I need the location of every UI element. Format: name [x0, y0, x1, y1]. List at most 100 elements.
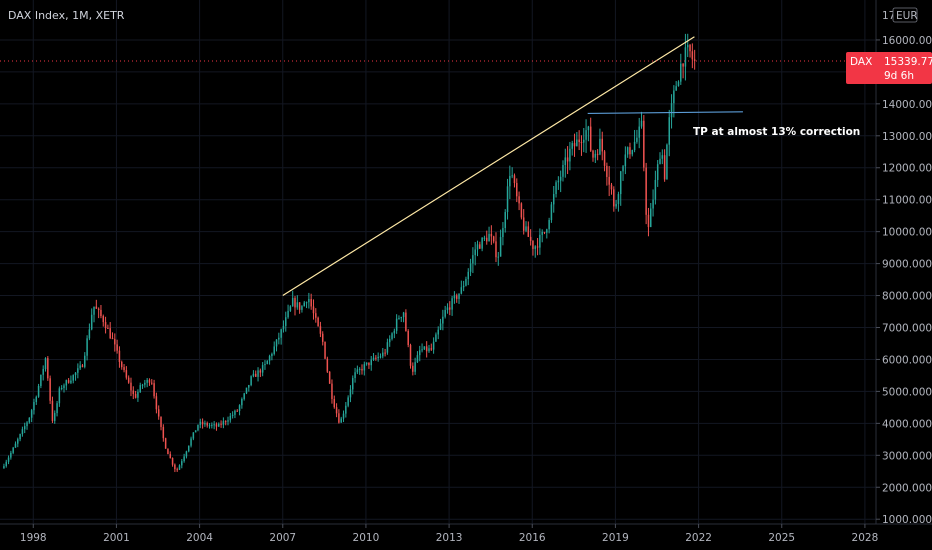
candle-body: [352, 378, 354, 390]
candle-body: [65, 380, 68, 386]
candle-body: [125, 370, 128, 378]
support-line[interactable]: [587, 111, 743, 115]
y-tick-label: 4000.000: [882, 418, 932, 430]
candle-body: [652, 199, 654, 209]
y-axis-top-label: 17: [882, 10, 895, 22]
candle-body: [689, 44, 691, 52]
price-axis[interactable]: 1000.000 2000.000 3000.000 4000.000 5000.000…: [876, 35, 932, 526]
candle-body: [185, 451, 188, 457]
candle-body: [118, 350, 121, 362]
candle-body: [315, 313, 317, 318]
candle-body: [100, 309, 102, 317]
candle-body: [312, 306, 315, 314]
candle-body: [613, 189, 615, 207]
candle-body: [28, 417, 31, 423]
candle-body: [176, 469, 178, 471]
candle-body: [670, 103, 673, 118]
candle-body: [60, 387, 63, 389]
candle-body: [171, 457, 174, 465]
chart-annotation: TP at almost 13% correction: [693, 126, 860, 138]
candle-body: [3, 466, 5, 469]
candle-body: [481, 238, 483, 249]
candle-body: [435, 334, 437, 342]
candle-body: [231, 414, 234, 416]
candle-body: [294, 298, 296, 308]
candle-body: [181, 461, 183, 466]
candle-body: [465, 279, 467, 286]
candle-body: [578, 139, 580, 143]
y-tick-label: 9000.000: [882, 259, 932, 271]
candle-body: [654, 179, 657, 200]
candle-body: [148, 379, 151, 383]
candle-body: [326, 358, 329, 372]
candle-body: [693, 59, 696, 62]
candle-body: [250, 376, 252, 386]
candle-body: [546, 229, 548, 233]
candle-body: [532, 240, 534, 249]
candle-body: [321, 333, 324, 342]
candle-body: [552, 194, 555, 205]
candle-body: [289, 306, 292, 311]
candle-body: [525, 226, 527, 231]
candle-body: [680, 63, 682, 82]
candle-body: [365, 362, 368, 365]
candle-body: [79, 365, 81, 369]
candle-body: [638, 126, 640, 138]
candle-body: [333, 399, 336, 408]
candle-body: [449, 307, 451, 310]
candle-body: [573, 143, 576, 147]
candle-body: [229, 415, 232, 421]
candle-body: [384, 352, 386, 354]
candle-body: [245, 387, 248, 394]
candle-body: [619, 171, 622, 195]
candle-body: [663, 155, 666, 180]
y-tick-label: 6000.000: [882, 354, 932, 366]
time-axis[interactable]: 1998 2001 2004 2007 2010 2013 2016 2019 2022 2025…: [20, 524, 878, 544]
candle-body: [42, 369, 44, 375]
candle-body: [497, 256, 500, 258]
candle-body: [455, 295, 458, 299]
candle-body: [35, 396, 38, 403]
candle-body: [268, 356, 271, 361]
candle-body: [375, 357, 377, 359]
candle-body: [224, 421, 227, 423]
candle-body: [81, 365, 84, 367]
currency-badge[interactable]: [892, 7, 918, 23]
y-tick-label: 7000.000: [882, 323, 932, 335]
candle-body: [624, 154, 627, 167]
last-price-symbol: DAX: [850, 56, 872, 68]
candle-body: [460, 287, 463, 294]
candle-body: [67, 380, 70, 383]
y-tick-label: 14000.000: [882, 99, 932, 111]
candle-body: [164, 438, 167, 449]
candle-body: [104, 322, 107, 328]
candle-body: [53, 413, 56, 421]
candle-body: [17, 439, 19, 444]
candle-body: [536, 246, 539, 248]
candle-body: [275, 339, 278, 347]
candle-body: [559, 176, 562, 181]
candle-body: [550, 204, 553, 221]
candle-body: [234, 410, 236, 415]
y-tick-label: 3000.000: [882, 450, 932, 462]
candle-body: [93, 306, 95, 315]
candle-body: [469, 263, 472, 272]
candle-body: [56, 403, 58, 414]
candle-body: [631, 150, 634, 155]
candle-body: [594, 153, 597, 158]
candle-body: [599, 138, 601, 155]
candle-body: [636, 137, 638, 142]
candle-body: [416, 355, 419, 363]
candle-body: [243, 393, 245, 399]
candle-body: [462, 285, 465, 288]
x-tick-label: 1998: [20, 532, 47, 544]
last-price-badge: DAX 15339.770 9d 6h: [846, 52, 932, 85]
candle-body: [213, 424, 215, 426]
candle-body: [114, 338, 116, 345]
trendline[interactable]: [282, 36, 695, 297]
candle-body: [629, 147, 631, 155]
candle-body: [372, 357, 375, 360]
y-tick-label: 10000.000: [882, 227, 932, 239]
candle-body: [666, 144, 668, 180]
